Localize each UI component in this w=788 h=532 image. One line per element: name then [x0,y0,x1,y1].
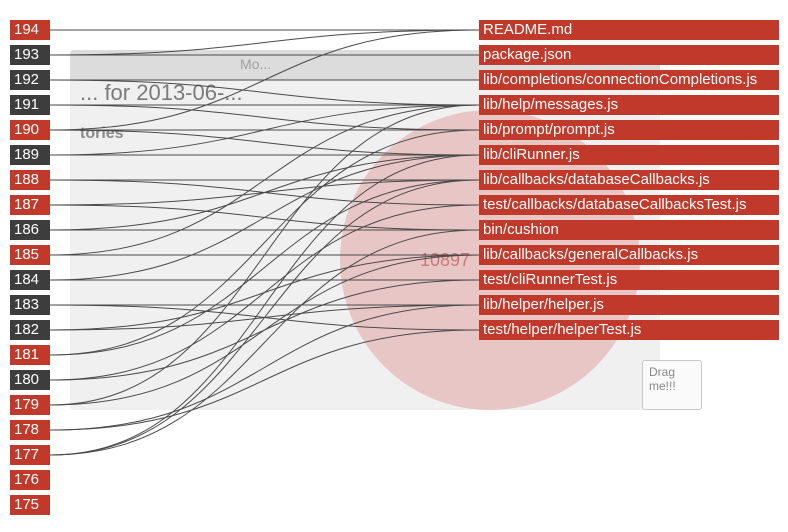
left-node[interactable]: 182 [10,320,50,340]
right-node[interactable]: lib/callbacks/generalCallbacks.js [479,245,779,265]
left-node[interactable]: 181 [10,345,50,365]
left-node[interactable]: 179 [10,395,50,415]
right-node[interactable]: test/helper/helperTest.js [479,320,779,340]
left-node[interactable]: 180 [10,370,50,390]
left-node[interactable]: 188 [10,170,50,190]
left-node[interactable]: 175 [10,495,50,515]
left-node[interactable]: 185 [10,245,50,265]
left-node[interactable]: 184 [10,270,50,290]
right-node[interactable]: lib/helper/helper.js [479,295,779,315]
right-node[interactable]: lib/completions/connectionCompletions.js [479,70,779,90]
right-node[interactable]: package.json [479,45,779,65]
right-node[interactable]: README.md [479,20,779,40]
left-node[interactable]: 183 [10,295,50,315]
left-node[interactable]: 186 [10,220,50,240]
left-node[interactable]: 189 [10,145,50,165]
left-node[interactable]: 192 [10,70,50,90]
left-node[interactable]: 191 [10,95,50,115]
left-node[interactable]: 187 [10,195,50,215]
left-node[interactable]: 177 [10,445,50,465]
right-node[interactable]: test/cliRunnerTest.js [479,270,779,290]
left-node[interactable]: 193 [10,45,50,65]
right-node[interactable]: bin/cushion [479,220,779,240]
left-node[interactable]: 178 [10,420,50,440]
right-node[interactable]: lib/help/messages.js [479,95,779,115]
left-node[interactable]: 194 [10,20,50,40]
left-node[interactable]: 176 [10,470,50,490]
left-node[interactable]: 190 [10,120,50,140]
right-node[interactable]: lib/prompt/prompt.js [479,120,779,140]
nodes-layer: 194 193 192 191 190 189 188 187 186 185 184 183 182 1… [0,0,788,532]
right-node[interactable]: lib/cliRunner.js [479,145,779,165]
right-node[interactable]: lib/callbacks/databaseCallbacks.js [479,170,779,190]
right-node[interactable]: test/callbacks/databaseCallbacksTest.js [479,195,779,215]
